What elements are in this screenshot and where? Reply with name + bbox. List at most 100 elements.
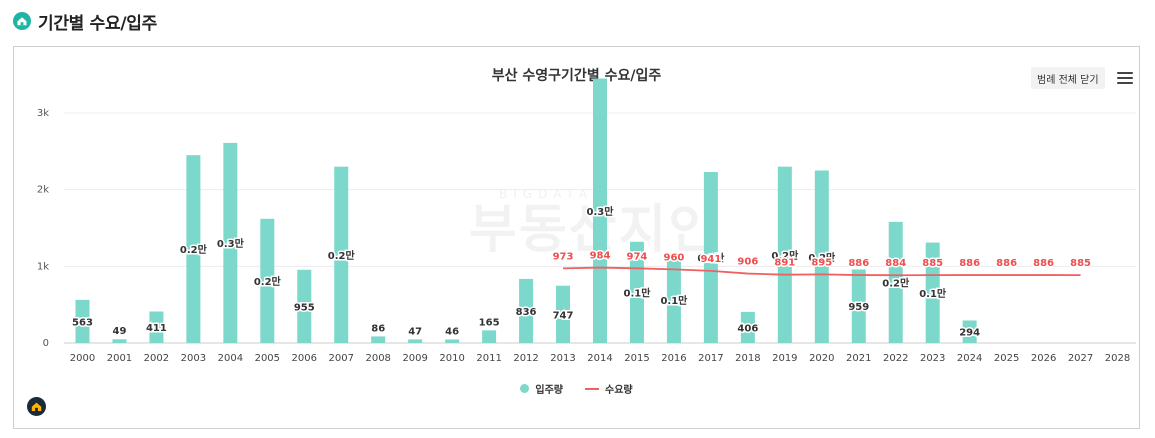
bar[interactable] xyxy=(962,320,977,343)
line-value-label: 984 xyxy=(590,251,611,262)
bar-value-label: 47 xyxy=(408,326,422,337)
bar[interactable] xyxy=(186,155,201,343)
bar[interactable] xyxy=(777,166,792,343)
line-value-label: 960 xyxy=(663,252,684,263)
x-tick-label: 2012 xyxy=(513,353,538,364)
x-tick-label: 2011 xyxy=(476,353,501,364)
bar-value-label: 836 xyxy=(516,307,537,318)
legend-item-line[interactable]: 수요량 xyxy=(585,381,633,396)
bar-value-label: 0.1만 xyxy=(624,286,652,299)
bar[interactable] xyxy=(297,269,312,343)
x-tick-label: 2027 xyxy=(1068,353,1093,364)
bar[interactable] xyxy=(149,311,164,343)
bar-value-label: 0.2만 xyxy=(808,251,836,264)
bar-value-label: 165 xyxy=(479,317,500,328)
bar-value-label: 955 xyxy=(294,302,315,313)
bar-value-label: 86 xyxy=(371,323,385,334)
y-tick-label: 3k xyxy=(37,108,49,119)
x-tick-label: 2009 xyxy=(402,353,427,364)
chart-title: 부산 수영구기간별 수요/입주 xyxy=(491,68,662,84)
bar-value-label: 0.1만 xyxy=(919,287,947,300)
bar-value-label: 0.2만 xyxy=(180,243,208,256)
bar-value-label: 49 xyxy=(112,326,126,337)
x-tick-label: 2007 xyxy=(329,353,354,364)
x-tick-label: 2023 xyxy=(920,353,945,364)
line-value-label: 906 xyxy=(737,257,758,268)
bar-value-label: 294 xyxy=(959,328,980,339)
bar[interactable] xyxy=(112,339,127,343)
legend-swatch-bar xyxy=(520,384,530,393)
chart-svg: 0 1k 2k 3k 2000 2001 2002 2003 2004 2005 2006 2007 2… xyxy=(37,78,1136,364)
bar[interactable] xyxy=(888,221,903,343)
x-tick-label: 2000 xyxy=(70,353,95,364)
demand-line xyxy=(563,266,1081,277)
bar[interactable] xyxy=(371,336,386,343)
legend-close-all-button[interactable]: 범례 전체 닫기 xyxy=(1031,67,1105,89)
line-value-label: 886 xyxy=(848,258,869,269)
x-tick-label: 2004 xyxy=(218,353,243,364)
x-tick-label: 2006 xyxy=(292,353,317,364)
x-tick-label: 2001 xyxy=(107,353,132,364)
x-tick-label: 2020 xyxy=(809,353,834,364)
x-tick-label: 2026 xyxy=(1031,353,1056,364)
bar-value-label: 0.2만 xyxy=(771,249,799,262)
line-value-label: 886 xyxy=(996,258,1017,269)
hamburger-menu-icon[interactable] xyxy=(1117,72,1133,85)
bar[interactable] xyxy=(75,299,90,343)
line-value-label: 891 xyxy=(774,258,795,269)
bar-value-label: 747 xyxy=(553,310,574,321)
bar[interactable] xyxy=(925,242,940,343)
bar-value-label: 406 xyxy=(737,323,758,334)
bar[interactable] xyxy=(482,330,497,343)
x-tick-label: 2021 xyxy=(846,353,871,364)
bar-value-label: 0.2만 xyxy=(254,275,282,288)
legend-item-bar[interactable]: 입주량 xyxy=(520,381,563,396)
bar[interactable] xyxy=(260,218,275,343)
x-tick-label: 2014 xyxy=(587,353,612,364)
bar[interactable] xyxy=(629,241,644,343)
line-value-label: 884 xyxy=(885,258,906,269)
bar-value-label: 411 xyxy=(146,323,167,334)
bar-value-label: 0.2만 xyxy=(697,252,725,265)
y-tick-label: 1k xyxy=(37,261,49,272)
x-tick-label: 2022 xyxy=(883,353,908,364)
bar-value-label: 0.1만 xyxy=(660,294,688,307)
bar-value-label: 0.2만 xyxy=(882,276,910,289)
house-icon xyxy=(13,12,31,30)
x-tick-label: 2002 xyxy=(144,353,169,364)
y-tick-label: 2k xyxy=(37,185,49,196)
x-tick-label: 2025 xyxy=(994,353,1019,364)
site-logo-icon[interactable] xyxy=(27,397,46,416)
bar-value-label: 0.2만 xyxy=(328,249,356,262)
bar[interactable] xyxy=(593,78,607,344)
x-tick-label: 2024 xyxy=(957,353,982,364)
x-tick-label: 2019 xyxy=(772,353,797,364)
y-tick-label: 0 xyxy=(43,338,49,349)
bar[interactable] xyxy=(814,170,829,344)
bar[interactable] xyxy=(851,269,866,343)
x-tick-label: 2015 xyxy=(624,353,649,364)
line-value-label: 886 xyxy=(1033,258,1054,269)
chart-panel: 부산 수영구기간별 수요/입주 범례 전체 닫기 BIGDATA 부동산지인 0… xyxy=(13,46,1140,429)
x-tick-label: 2010 xyxy=(439,353,464,364)
bar-value-label: 0.3만 xyxy=(217,237,245,250)
bar-value-label: 46 xyxy=(445,326,459,337)
bar[interactable] xyxy=(740,311,755,343)
line-value-label: 885 xyxy=(1070,258,1091,269)
bar[interactable] xyxy=(666,257,681,343)
bar[interactable] xyxy=(519,278,534,343)
line-value-label: 973 xyxy=(553,251,574,262)
bar[interactable] xyxy=(703,172,718,343)
line-value-label: 941 xyxy=(700,254,721,265)
bar[interactable] xyxy=(223,142,238,343)
x-tick-label: 2013 xyxy=(550,353,575,364)
bar[interactable] xyxy=(445,339,460,343)
x-tick-label: 2005 xyxy=(255,353,280,364)
bar[interactable] xyxy=(334,166,349,343)
x-tick-label: 2016 xyxy=(661,353,686,364)
bar-value-label: 0.3만 xyxy=(587,205,615,218)
line-value-label: 974 xyxy=(627,251,648,262)
bar[interactable] xyxy=(408,339,423,343)
bar[interactable] xyxy=(556,285,571,343)
x-tick-label: 2017 xyxy=(698,353,723,364)
